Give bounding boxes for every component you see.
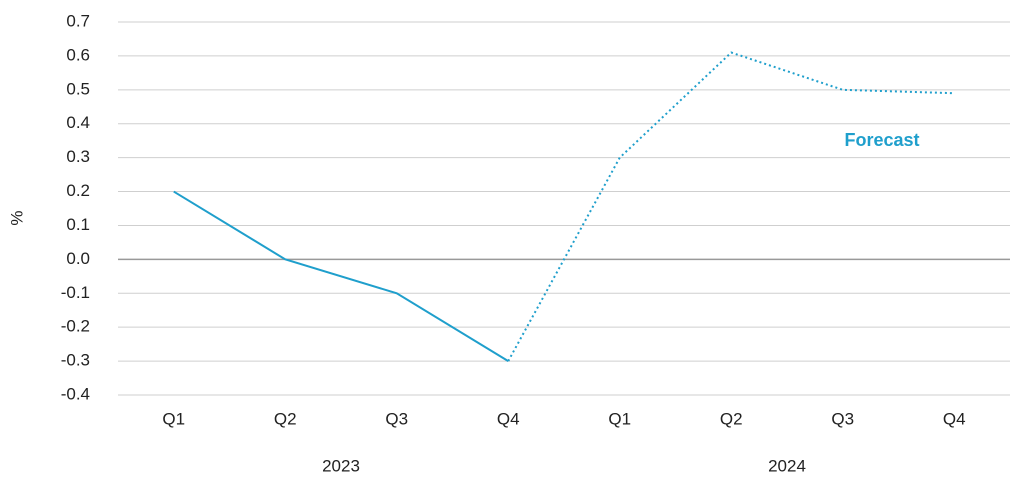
x-tick-label: Q1 [162, 409, 185, 428]
group-label: 2024 [768, 456, 806, 475]
x-tick-label: Q2 [274, 409, 297, 428]
series-line [507, 51, 955, 362]
y-tick-label: 0.4 [66, 113, 90, 132]
y-tick-label: 0.7 [66, 11, 90, 30]
y-tick-label: -0.3 [61, 351, 90, 370]
series-line [173, 190, 509, 362]
x-tick-label: Q3 [831, 409, 854, 428]
y-tick-label: 0.6 [66, 45, 90, 64]
y-tick-label: -0.4 [61, 384, 90, 403]
y-tick-label: 0.2 [66, 181, 90, 200]
y-tick-label: -0.2 [61, 317, 90, 336]
x-tick-label: Q2 [720, 409, 743, 428]
y-tick-label: 0.5 [66, 79, 90, 98]
y-tick-label: -0.1 [61, 283, 90, 302]
y-tick-label: 0.1 [66, 215, 90, 234]
y-tick-label: 0.0 [66, 249, 90, 268]
annotation: Forecast [844, 130, 919, 150]
group-label: 2023 [322, 456, 360, 475]
y-axis-label: % [7, 210, 26, 225]
x-tick-label: Q1 [608, 409, 631, 428]
x-tick-label: Q3 [385, 409, 408, 428]
x-tick-label: Q4 [497, 409, 520, 428]
x-tick-label: Q4 [943, 409, 966, 428]
y-tick-label: 0.3 [66, 147, 90, 166]
